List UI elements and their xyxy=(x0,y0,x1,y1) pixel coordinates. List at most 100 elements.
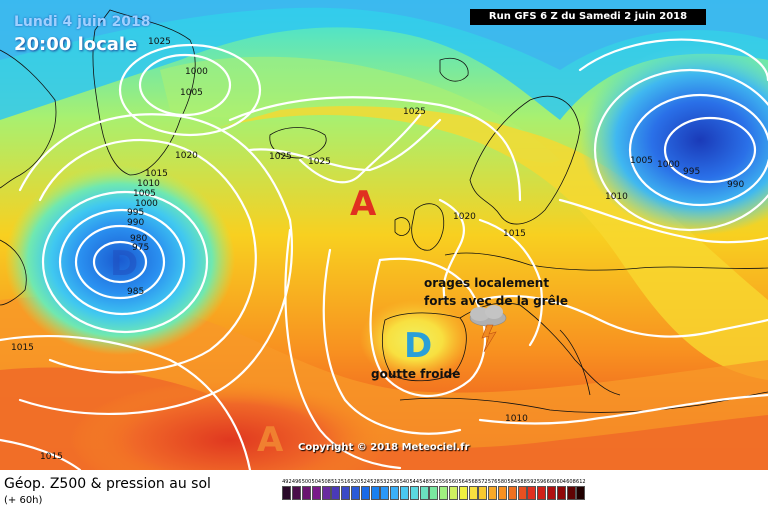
isobar-value-label: 990 xyxy=(727,180,744,190)
color-scale-value: 528 xyxy=(370,479,380,485)
isobar-value-label: 995 xyxy=(683,167,700,177)
isobar-value-label: 1010 xyxy=(505,414,528,424)
color-scale-swatch xyxy=(399,486,409,500)
color-scale-step: 560 xyxy=(449,478,459,500)
coastlines xyxy=(0,9,768,413)
isobar-value-label: 1000 xyxy=(135,199,158,209)
isobar-value-label: 1000 xyxy=(185,67,208,77)
color-scale-value: 592 xyxy=(527,479,537,485)
model-run-banner: Run GFS 6 Z du Samedi 2 juin 2018 xyxy=(470,9,706,25)
color-scale-swatch xyxy=(321,486,331,500)
color-scale-step: 496 xyxy=(292,478,302,500)
isobar-value-label: 1005 xyxy=(630,156,653,166)
color-scale-value: 580 xyxy=(497,479,508,485)
color-scale-swatch xyxy=(527,486,537,500)
isobar-labels: 1025100010051020101510101005100099599098… xyxy=(11,37,744,462)
color-scale-swatch xyxy=(380,486,390,500)
color-scale-swatch xyxy=(576,486,586,500)
color-scale-step: 492 xyxy=(282,478,292,500)
color-scale-swatch xyxy=(497,486,507,500)
forecast-local-time: 20:00 locale xyxy=(14,34,138,55)
color-scale-step: 504 xyxy=(311,478,321,500)
color-scale-step: 600 xyxy=(547,478,557,500)
geopotential-field xyxy=(0,0,768,470)
color-scale-step: 528 xyxy=(370,478,380,500)
isobar-value-label: 1015 xyxy=(503,229,526,239)
cut-off-low-annotation: goutte froide xyxy=(371,367,461,381)
color-scale-value: 588 xyxy=(517,479,527,485)
isobar-value-label: 1015 xyxy=(145,169,168,179)
low-pressure-iberia-label: D xyxy=(404,326,433,366)
isobar-value-label: 1025 xyxy=(148,37,171,47)
color-scale-value: 612 xyxy=(576,479,586,485)
color-scale-swatch xyxy=(556,486,566,500)
color-scale-step: 584 xyxy=(507,478,517,500)
color-scale-swatch xyxy=(507,486,517,500)
color-scale-value: 544 xyxy=(409,479,420,485)
color-scale-step: 608 xyxy=(566,478,576,500)
color-scale-step: 588 xyxy=(517,478,527,500)
color-scale-swatch xyxy=(360,486,370,500)
weather-map: 1025100010051020101510101005100099599098… xyxy=(0,0,768,470)
isobar-value-label: 980 xyxy=(130,234,147,244)
color-scale-swatch xyxy=(429,486,439,500)
storm-annotation-line-2: forts avec de la grêle xyxy=(424,294,568,308)
color-scale-step: 596 xyxy=(537,478,547,500)
color-scale: 492 496 500 504 508 512 516 520 524 528 532 536 540 5… xyxy=(282,478,586,500)
color-scale-swatch xyxy=(341,486,351,500)
color-scale-value: 576 xyxy=(487,479,498,485)
color-scale-swatch xyxy=(282,486,292,500)
high-pressure-north-label: A xyxy=(350,184,377,224)
color-scale-swatch xyxy=(311,486,321,500)
color-scale-value: 540 xyxy=(399,479,410,485)
color-scale-step: 564 xyxy=(458,478,468,500)
color-scale-swatch xyxy=(409,486,419,500)
copyright-notice: Copyright © 2018 Meteociel.fr xyxy=(298,442,470,453)
color-scale-step: 580 xyxy=(498,478,508,500)
isobar-value-label: 1005 xyxy=(180,88,203,98)
color-scale-swatch xyxy=(488,486,498,500)
color-scale-value: 604 xyxy=(556,479,566,485)
color-scale-value: 584 xyxy=(507,479,517,485)
color-scale-step: 568 xyxy=(468,478,478,500)
isobar-value-label: 1020 xyxy=(175,151,198,161)
isobar-value-label: 1015 xyxy=(40,452,63,462)
isobar-value-label: 1000 xyxy=(657,160,680,170)
color-scale-swatch xyxy=(478,486,488,500)
isobar-value-label: 1015 xyxy=(11,343,34,353)
isobar-value-label: 985 xyxy=(127,287,144,297)
color-scale-value: 508 xyxy=(321,479,331,485)
low-pressure-atlantic-label: D xyxy=(110,244,139,284)
forecast-lead-time: (+ 60h) xyxy=(4,495,43,506)
isobar-value-label: 1020 xyxy=(453,212,476,222)
color-scale-value: 500 xyxy=(301,479,312,485)
color-scale-swatch xyxy=(448,486,458,500)
color-scale-step: 572 xyxy=(478,478,488,500)
color-scale-swatch xyxy=(370,486,380,500)
color-scale-value: 564 xyxy=(458,479,469,485)
high-pressure-south-label: A xyxy=(257,420,284,460)
color-scale-step: 544 xyxy=(409,478,419,500)
color-scale-step: 508 xyxy=(321,478,331,500)
color-scale-step: 500 xyxy=(302,478,312,500)
storm-symbol xyxy=(469,305,507,353)
color-scale-swatch xyxy=(468,486,478,500)
color-scale-step: 612 xyxy=(576,478,586,500)
isobars xyxy=(0,38,768,470)
color-scale-step: 540 xyxy=(400,478,410,500)
forecast-date: Lundi 4 juin 2018 xyxy=(14,14,151,30)
isobar-value-label: 1005 xyxy=(133,189,156,199)
color-scale-swatch xyxy=(350,486,360,500)
color-scale-value: 560 xyxy=(448,479,459,485)
color-scale-swatch xyxy=(537,486,547,500)
color-scale-swatch xyxy=(439,486,449,500)
storm-annotation-line-1: orages localement xyxy=(424,276,550,290)
color-scale-swatch xyxy=(458,486,468,500)
isobar-value-label: 1025 xyxy=(403,107,426,117)
color-scale-swatch xyxy=(517,486,527,500)
color-scale-swatch xyxy=(292,486,302,500)
color-scale-value: 548 xyxy=(419,479,429,485)
color-scale-value: 504 xyxy=(311,479,322,485)
color-scale-swatch xyxy=(566,486,576,500)
